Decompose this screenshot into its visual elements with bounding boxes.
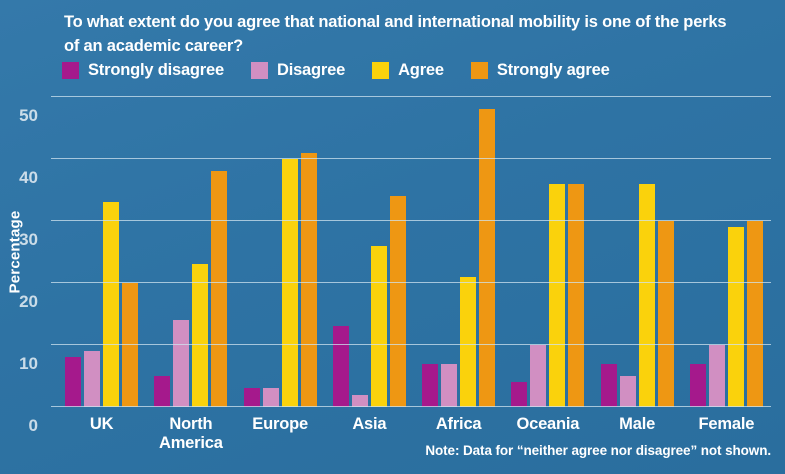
legend-label: Strongly agree bbox=[496, 61, 610, 79]
chart-title: To what extent do you agree that nationa… bbox=[64, 13, 727, 55]
x-axis-label-europe: Europe bbox=[252, 415, 308, 433]
bar-strongly-agree-africa bbox=[479, 109, 496, 407]
bar-strongly-agree-north-america bbox=[211, 171, 228, 407]
x-axis-label-north-america: North America bbox=[159, 415, 223, 452]
bar-disagree-oceania bbox=[530, 345, 547, 407]
bar-agree-oceania bbox=[549, 183, 566, 407]
bar-agree-uk bbox=[103, 202, 120, 407]
footnote: Note: Data for “neither agree nor disagr… bbox=[425, 443, 771, 458]
bar-group-europe bbox=[236, 97, 325, 407]
x-axis-label-africa: Africa bbox=[435, 415, 482, 433]
gridline-0: 0 bbox=[29, 406, 771, 435]
bar-strongly-agree-uk bbox=[122, 283, 139, 407]
legend-label: Strongly disagree bbox=[88, 61, 224, 79]
y-tick-label-50: 50 bbox=[19, 106, 38, 125]
bar-strongly-disagree-europe bbox=[243, 388, 260, 407]
bar-disagree-europe bbox=[262, 388, 279, 407]
gridline-20: 20 bbox=[19, 282, 771, 311]
x-axis-label-asia: Asia bbox=[352, 415, 387, 433]
gridline-10: 10 bbox=[19, 344, 771, 373]
legend-swatch-strongly-disagree bbox=[62, 62, 79, 79]
bar-agree-asia bbox=[370, 245, 387, 407]
bar-strongly-disagree-asia bbox=[332, 326, 349, 407]
x-axis-label-female: Female bbox=[698, 415, 755, 433]
bar-agree-north-america bbox=[192, 264, 209, 407]
y-tick-label-0: 0 bbox=[28, 416, 38, 435]
legend-item-strongly-agree: Strongly agree bbox=[470, 61, 610, 80]
bar-strongly-disagree-female bbox=[689, 363, 706, 407]
bar-strongly-agree-asia bbox=[389, 196, 406, 407]
plot-area: 0 10 20 30 40 50 bbox=[19, 96, 771, 435]
y-axis-title: Percentage bbox=[6, 210, 24, 294]
x-axis-labels: UK North America Europe Asia Africa Oceania Ma… bbox=[57, 415, 771, 453]
bar-strongly-agree-europe bbox=[300, 152, 317, 407]
bar-group-oceania bbox=[503, 97, 592, 407]
bar-disagree-africa bbox=[441, 363, 458, 407]
bar-strongly-agree-male bbox=[657, 221, 674, 407]
y-tick-label-10: 10 bbox=[19, 354, 38, 373]
legend-label: Disagree bbox=[276, 61, 346, 79]
x-axis-label-oceania: Oceania bbox=[516, 415, 580, 433]
bar-agree-male bbox=[638, 183, 655, 407]
legend-swatch-agree bbox=[372, 62, 390, 79]
gridline-50: 50 bbox=[19, 96, 771, 125]
bar-groups bbox=[57, 97, 771, 407]
bar-agree-europe bbox=[281, 159, 298, 407]
bar-group-female bbox=[682, 97, 771, 407]
bar-strongly-disagree-uk bbox=[65, 357, 82, 407]
y-tick-label-30: 30 bbox=[19, 230, 38, 249]
y-tick-label-20: 20 bbox=[19, 292, 38, 311]
bar-agree-female bbox=[727, 227, 744, 407]
bar-disagree-north-america bbox=[173, 320, 190, 407]
bar-agree-africa bbox=[460, 276, 477, 407]
bar-strongly-agree-oceania bbox=[568, 183, 585, 407]
bar-strongly-disagree-male bbox=[600, 363, 617, 407]
legend-swatch-strongly-agree bbox=[470, 62, 488, 79]
bar-strongly-disagree-north-america bbox=[154, 376, 171, 407]
x-axis-label-male: Male bbox=[619, 415, 656, 433]
bar-disagree-uk bbox=[84, 351, 101, 407]
bar-group-uk bbox=[57, 97, 146, 407]
y-tick-label-40: 40 bbox=[19, 168, 38, 187]
bar-disagree-female bbox=[708, 345, 725, 407]
gridline-40: 40 bbox=[19, 158, 771, 187]
legend-item-disagree: Disagree bbox=[250, 61, 346, 80]
bar-strongly-disagree-oceania bbox=[511, 382, 528, 407]
bar-group-north-america bbox=[146, 97, 235, 407]
legend-item-strongly-disagree: Strongly disagree bbox=[62, 61, 224, 80]
bar-disagree-asia bbox=[351, 394, 368, 407]
legend-label: Agree bbox=[398, 61, 444, 79]
bar-strongly-agree-female bbox=[746, 221, 763, 407]
bar-disagree-male bbox=[619, 376, 636, 407]
bar-strongly-disagree-africa bbox=[422, 363, 439, 407]
legend-item-agree: Agree bbox=[372, 61, 444, 80]
legend-swatch-disagree bbox=[250, 62, 268, 79]
bar-group-africa bbox=[414, 97, 503, 407]
legend: Strongly disagree Disagree Agree Strongly a… bbox=[62, 61, 610, 80]
gridline-30: 30 bbox=[19, 220, 771, 249]
bar-group-asia bbox=[325, 97, 414, 407]
x-axis-label-uk: UK bbox=[89, 415, 114, 433]
bar-group-male bbox=[593, 97, 682, 407]
